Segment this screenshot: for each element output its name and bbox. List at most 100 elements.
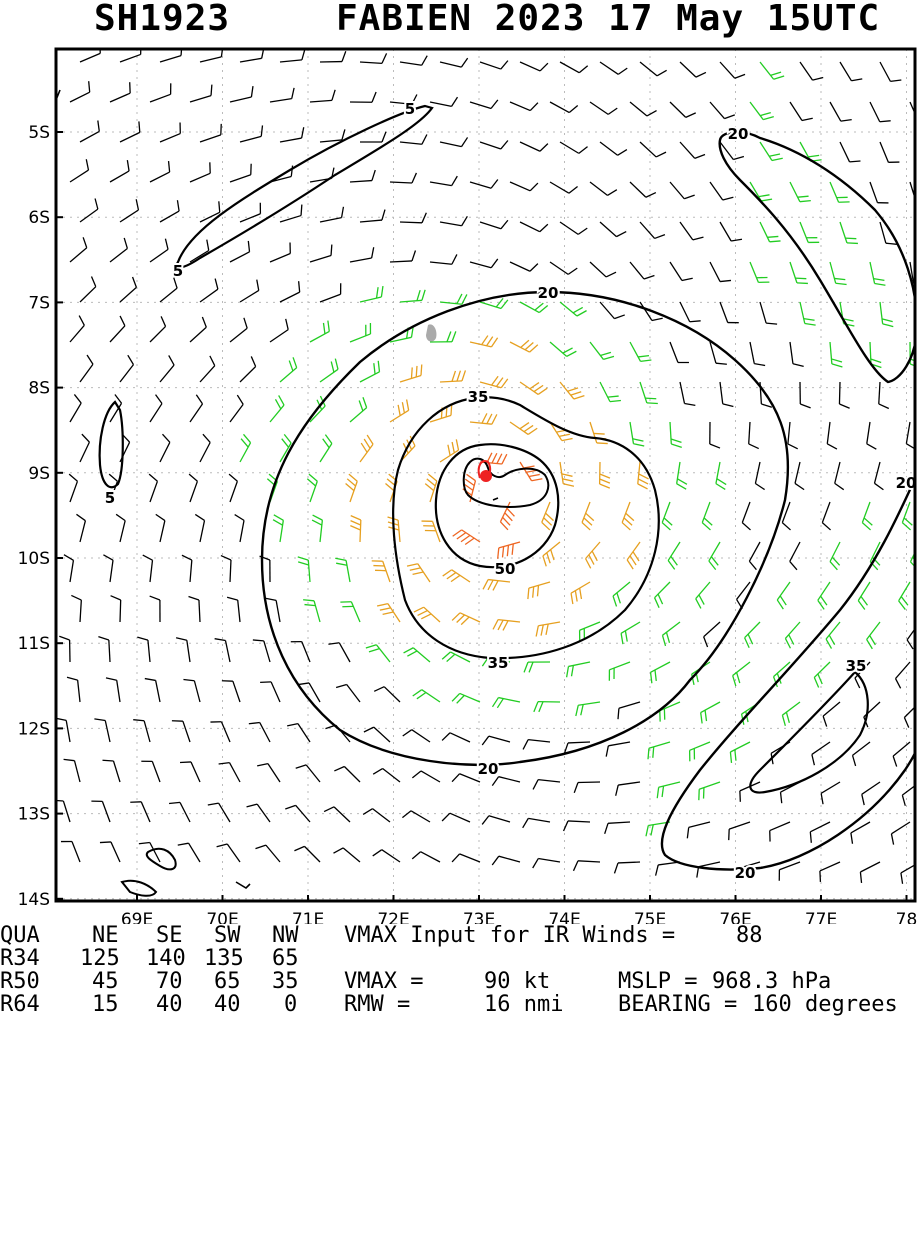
wind-barb [670,262,693,280]
wind-barb [840,142,860,162]
wind-barb [230,164,251,182]
wind-barb [710,262,731,282]
wind-barb [800,382,811,408]
wind-barb [614,862,640,873]
wind-barb [100,842,120,862]
lon-label: 72E [377,910,409,924]
lat-label: 9S [28,464,50,484]
wind-barb [346,474,358,502]
wind-barb [853,742,870,766]
wind-barb [840,62,862,81]
wind-barb [810,822,830,843]
wind-barb [59,636,70,662]
wind-barb [80,198,98,222]
lat-label: 10S [18,549,50,569]
wind-barb [400,364,422,382]
wind-barb [699,782,720,800]
contour-eye-tail [493,498,498,500]
wind-barb [523,740,550,750]
wind-barb [452,613,480,625]
wind-barb [324,807,350,822]
contour-small-island-2 [122,881,156,896]
wind-barb [143,555,153,582]
wind-barb [230,318,247,342]
wind-barb [702,502,712,530]
wind-barb [70,394,81,422]
wind-barb [630,422,644,446]
wind-barb [851,822,870,844]
wind-barb [412,771,440,782]
wind-barb [687,822,710,838]
wind-barb [64,555,74,582]
wind-barb [120,277,136,302]
wind-barb [826,622,840,649]
wind-barb [390,173,416,183]
col-qua: QUA [0,924,40,947]
wind-barb [200,279,218,302]
contour-20-east [720,132,917,382]
wind-barb [106,678,120,702]
cell-ne: 45 [92,970,119,993]
lon-label: 69E [121,910,153,924]
contour-label: 35 [846,657,867,675]
wind-barb [822,502,830,530]
wind-barb [600,382,621,402]
wind-barb [120,43,141,62]
wind-barb [141,761,160,782]
wind-barb [150,83,171,102]
wind-barb [891,822,910,845]
wind-barb [98,637,110,662]
wind-barb [616,782,640,796]
wind-barb [247,804,270,822]
wind-barb [533,859,560,868]
wind-barb [655,582,670,608]
contour-5-north [177,106,432,268]
wind-barb [230,395,243,422]
wind-barb [160,45,182,62]
wind-barb [482,816,510,825]
wind-barb [692,662,710,685]
wind-barb [550,182,578,193]
wind-barb [820,862,840,882]
cell-sw: 135 [204,947,244,970]
mslp-label: MSLP = [618,970,697,993]
wind-barb [606,742,630,757]
wind-barb [600,62,627,74]
table-row-r64: R64 15 40 40 0 RMW = 16 nmi BEARING = 16… [0,993,919,1016]
wind-barb [150,316,166,342]
wind-barb [830,262,847,284]
wind-barb [150,239,168,262]
wind-barb [183,679,200,702]
wind-barb [902,502,912,530]
wind-barb [867,622,880,649]
cell-nw: 65 [272,947,299,970]
wind-barb [790,102,813,120]
wind-barb [755,462,764,490]
lon-label: 74E [548,910,580,924]
wind-barb [662,502,672,530]
contour-small-island [147,849,176,870]
wind-barb [70,159,88,182]
wind-barb [110,160,129,182]
wind-barb [414,607,440,622]
wind-barb [240,434,251,462]
wind-barb [255,845,280,862]
wind-barb [363,809,390,822]
wind-barb [483,580,510,591]
wind-barb [120,355,133,382]
wind-barb [149,474,157,502]
wind-barb [189,597,200,622]
bearing-value: 160 degrees [752,993,898,1016]
wind-barb [440,58,468,67]
wind-barb [350,397,367,422]
wind-barb [350,92,376,102]
wind-barb [430,254,457,264]
wind-barb [750,262,769,282]
wind-barb [372,561,390,582]
wind-barb [818,582,830,609]
wind-barb [404,648,430,662]
wind-barb [453,530,480,545]
lon-label: 70E [206,910,238,924]
wind-barb [870,182,888,203]
